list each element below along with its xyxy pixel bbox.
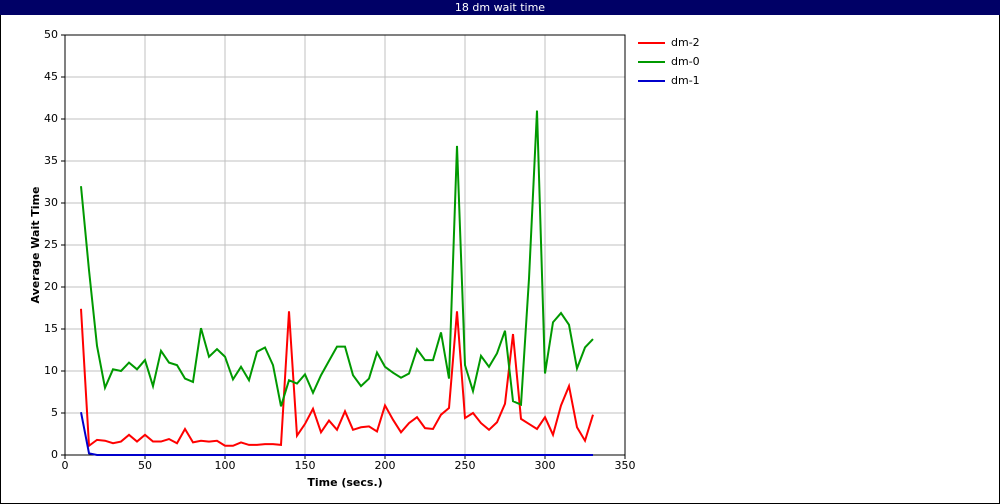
y-tick-label: 15 <box>44 322 58 335</box>
y-tick-label: 50 <box>44 28 58 41</box>
x-tick-label: 200 <box>375 459 396 472</box>
y-tick-label: 45 <box>44 70 58 83</box>
x-tick-label: 250 <box>455 459 476 472</box>
x-axis-label: Time (secs.) <box>307 476 382 489</box>
x-tick-label: 100 <box>215 459 236 472</box>
title-bar <box>0 0 1000 15</box>
legend-label: dm-1 <box>671 74 700 87</box>
x-tick-label: 0 <box>62 459 69 472</box>
x-tick-label: 300 <box>535 459 556 472</box>
legend-label: dm-2 <box>671 36 700 49</box>
y-tick-label: 35 <box>44 154 58 167</box>
series-line <box>80 110 594 407</box>
chart-title: 18 dm wait time <box>455 1 545 14</box>
y-axis-label: Average Wait Time <box>29 187 42 304</box>
y-tick-label: 40 <box>44 112 58 125</box>
y-tick-label: 10 <box>44 364 58 377</box>
x-tick-label: 150 <box>295 459 316 472</box>
series-line <box>80 308 594 448</box>
y-tick-label: 20 <box>44 280 58 293</box>
x-tick-label: 350 <box>615 459 636 472</box>
x-tick-label: 50 <box>138 459 152 472</box>
y-tick-label: 30 <box>44 196 58 209</box>
y-tick-label: 0 <box>51 448 58 461</box>
y-tick-label: 5 <box>51 406 58 419</box>
series-line <box>80 411 593 456</box>
y-tick-label: 25 <box>44 238 58 251</box>
legend-label: dm-0 <box>671 55 700 68</box>
